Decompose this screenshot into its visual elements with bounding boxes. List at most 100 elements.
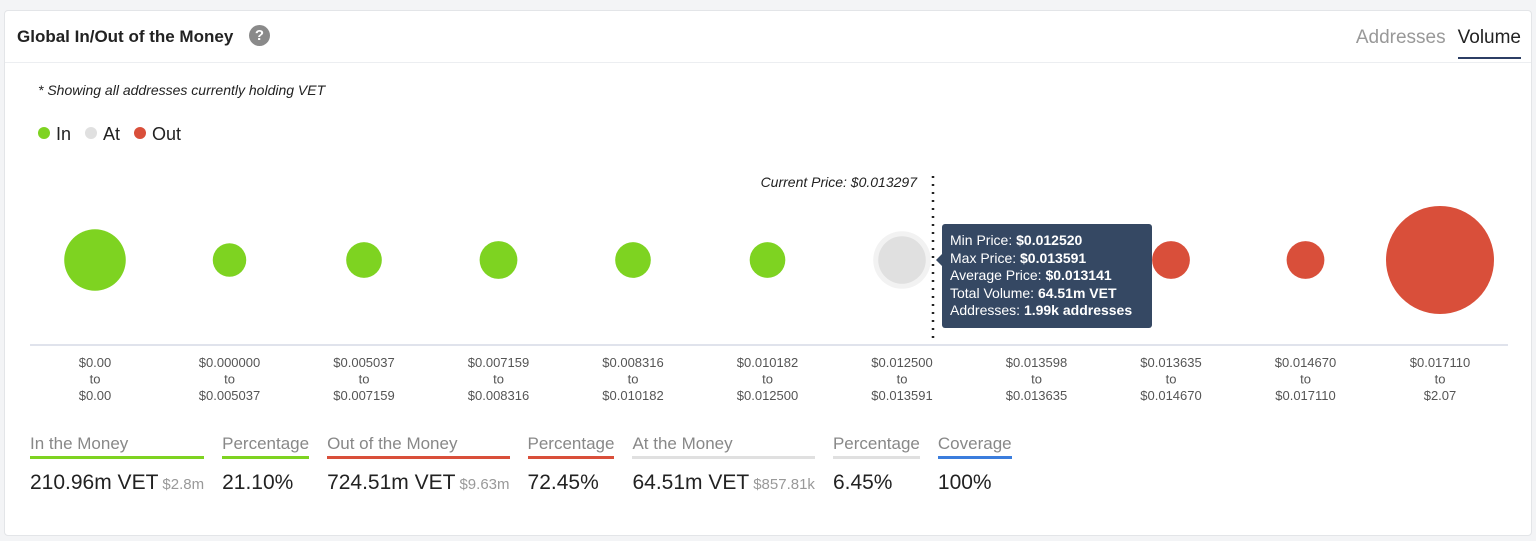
legend-out[interactable]: Out bbox=[134, 124, 181, 145]
tooltip-row: Min Price: $0.012520 bbox=[950, 232, 1144, 250]
view-tabs: Addresses Volume bbox=[1356, 27, 1521, 59]
x-tick-label: to bbox=[628, 372, 639, 387]
bubble-out[interactable] bbox=[1286, 241, 1325, 279]
x-tick-label: $0.005037 bbox=[199, 388, 260, 403]
tooltip-key: Addresses: bbox=[950, 302, 1024, 318]
x-tick-label: $0.017110 bbox=[1410, 355, 1471, 370]
x-tick-label: to bbox=[1300, 372, 1311, 387]
x-tick-label: $0.013591 bbox=[871, 388, 932, 403]
x-tick-label: $0.007159 bbox=[468, 355, 529, 370]
x-tick-label: $0.014670 bbox=[1275, 355, 1336, 370]
stat-main-value: 100% bbox=[937, 471, 992, 494]
x-tick-label: to bbox=[762, 372, 773, 387]
legend-label: Out bbox=[152, 124, 182, 144]
stat-value: 210.96m VET $2.8m bbox=[30, 471, 204, 495]
legend-dot-icon bbox=[134, 127, 147, 139]
tooltip-value: $0.013591 bbox=[1020, 249, 1087, 266]
x-tick-label: $0.008316 bbox=[602, 355, 663, 370]
stat-value: 724.51m VET $9.63m bbox=[327, 471, 509, 495]
x-tick-label: $2.07 bbox=[1424, 388, 1457, 403]
stat-block: Coverage 100% bbox=[937, 434, 1012, 495]
bubble-out[interactable] bbox=[1152, 241, 1190, 279]
x-tick-label: $0.010182 bbox=[602, 388, 663, 403]
legend-dot-icon bbox=[38, 127, 50, 139]
tooltip-key: Average Price: bbox=[950, 267, 1046, 283]
x-tick-label: to bbox=[1031, 372, 1042, 387]
x-tick-label: to bbox=[897, 372, 908, 387]
stat-block: Percentage 72.45% bbox=[527, 434, 615, 495]
tooltip-value: 64.51m VET bbox=[1037, 284, 1117, 301]
stat-value: 100% bbox=[938, 471, 1012, 495]
bubble-in[interactable] bbox=[346, 242, 382, 278]
stat-label: Percentage bbox=[832, 434, 920, 459]
stat-main-value: 6.45% bbox=[832, 471, 893, 494]
x-tick-label: $0.008316 bbox=[468, 388, 529, 403]
bubble-in[interactable] bbox=[615, 242, 651, 278]
tooltip-row: Total Volume: 64.51m VET bbox=[950, 285, 1144, 303]
x-tick-label: $0.012500 bbox=[737, 388, 798, 403]
tooltip-value: 1.99k addresses bbox=[1023, 302, 1133, 318]
stat-value: 21.10% bbox=[222, 471, 309, 495]
stat-value: 64.51m VET $857.81k bbox=[632, 471, 814, 495]
bubble-at[interactable] bbox=[878, 236, 926, 284]
tooltip-row: Addresses: 1.99k addresses bbox=[950, 302, 1144, 320]
legend-at[interactable]: At bbox=[85, 124, 120, 145]
bubble-in[interactable] bbox=[479, 241, 518, 279]
card-title: Global In/Out of the Money bbox=[17, 27, 234, 46]
x-tick-label: $0.013635 bbox=[1006, 388, 1067, 403]
stat-value: 72.45% bbox=[528, 471, 615, 495]
stat-usd-value: $857.81k bbox=[753, 476, 815, 493]
stat-main-value: 724.51m VET bbox=[327, 471, 456, 494]
tooltip-row: Max Price: $0.013591 bbox=[950, 250, 1144, 268]
bubble-in[interactable] bbox=[749, 242, 786, 278]
tooltip-key: Max Price: bbox=[950, 249, 1021, 266]
x-tick-label: to bbox=[1435, 372, 1446, 387]
stat-block: Percentage 6.45% bbox=[832, 434, 920, 495]
legend-label: In bbox=[56, 124, 72, 144]
stat-block: Out of the Money 724.51m VET $9.63m bbox=[327, 434, 510, 495]
x-tick-label: to bbox=[493, 372, 504, 387]
x-tick-label: $0.013635 bbox=[1140, 355, 1201, 370]
legend: In At Out bbox=[38, 124, 181, 145]
tab-addresses[interactable]: Addresses bbox=[1355, 27, 1446, 48]
stat-block: At the Money 64.51m VET $857.81k bbox=[632, 434, 815, 495]
x-tick-label: to bbox=[359, 372, 370, 387]
stat-usd-value: $9.63m bbox=[459, 476, 510, 493]
stat-block: Percentage 21.10% bbox=[222, 434, 310, 495]
stat-main-value: 64.51m VET bbox=[632, 471, 750, 494]
x-tick-label: $0.00 bbox=[79, 355, 112, 370]
stat-main-value: 72.45% bbox=[527, 471, 599, 494]
stat-label: Out of the Money bbox=[327, 434, 510, 459]
x-tick-label: $0.000000 bbox=[199, 355, 260, 370]
bubble-out[interactable] bbox=[1386, 206, 1494, 314]
header-divider bbox=[5, 62, 1531, 63]
x-tick-label: $0.005037 bbox=[333, 355, 394, 370]
bubble-in[interactable] bbox=[64, 229, 126, 291]
question-circle-icon[interactable]: ? bbox=[249, 25, 270, 46]
x-tick-label: $0.017110 bbox=[1275, 388, 1336, 403]
bubble-in[interactable] bbox=[212, 243, 247, 277]
tooltip-key: Min Price: bbox=[950, 232, 1017, 248]
legend-label: At bbox=[103, 124, 121, 144]
x-tick-label: $0.012500 bbox=[871, 355, 932, 370]
x-tick-label: $0.014670 bbox=[1140, 388, 1201, 403]
current-price-label: Current Price: $0.013297 bbox=[761, 174, 919, 190]
stat-value: 6.45% bbox=[833, 471, 920, 495]
x-tick-label: $0.007159 bbox=[333, 388, 394, 403]
x-tick-label: to bbox=[1166, 372, 1177, 387]
stat-label: Percentage bbox=[222, 434, 310, 459]
x-tick-label: $0.010182 bbox=[737, 355, 798, 370]
legend-in[interactable]: In bbox=[38, 124, 71, 145]
legend-dot-icon bbox=[85, 127, 98, 139]
stat-label: Coverage bbox=[937, 434, 1012, 459]
tab-volume[interactable]: Volume bbox=[1457, 27, 1521, 59]
stat-usd-value: $2.8m bbox=[162, 476, 205, 493]
x-tick-label: to bbox=[90, 372, 101, 387]
stat-label: Percentage bbox=[527, 434, 615, 459]
cluster-tooltip: Min Price: $0.012520 Max Price: $0.013591… bbox=[936, 224, 1152, 328]
stat-label: In the Money bbox=[30, 434, 205, 459]
in-out-money-card: Global In/Out of the Money ? Addresses V… bbox=[4, 10, 1532, 536]
stat-block: In the Money 210.96m VET $2.8m bbox=[30, 434, 205, 495]
holding-note: * Showing all addresses currently holdin… bbox=[38, 82, 326, 98]
stat-main-value: 21.10% bbox=[222, 471, 294, 494]
